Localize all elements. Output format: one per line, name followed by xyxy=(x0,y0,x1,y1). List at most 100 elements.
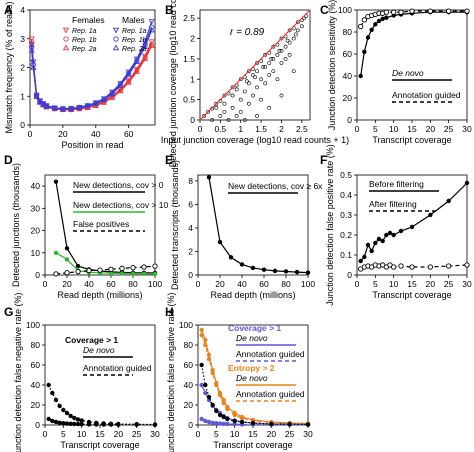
series-e-0-point xyxy=(272,268,278,274)
series-h-4-point xyxy=(305,422,311,427)
series-d-1-point xyxy=(108,271,114,276)
series-g-0-point xyxy=(64,410,70,416)
legend-entry: Rep. 2a xyxy=(122,46,147,53)
y-tick-label: 40 xyxy=(31,181,41,191)
scatter-point xyxy=(222,101,227,106)
y-axis-label: Detected junction coverage (log10 read c… xyxy=(168,0,178,167)
x-tick-label: 25 xyxy=(444,124,454,134)
x-tick-label: 40 xyxy=(84,279,94,289)
x-tick-label: 25 xyxy=(132,429,142,439)
series-c-1-point xyxy=(383,9,389,15)
series-h-4-point xyxy=(217,412,223,418)
legend-label: New detections, cov > 10 xyxy=(73,200,168,210)
series-a-point xyxy=(100,96,108,103)
series-h-4-point xyxy=(214,408,219,414)
legend-title: Coverage > 1 xyxy=(65,335,118,345)
x-axis-label: Input junction coverage (log10 read coun… xyxy=(161,135,349,145)
x-tick-label: 20 xyxy=(62,279,72,289)
y-tick-label: 2 xyxy=(20,63,25,73)
series-a-point xyxy=(92,100,99,106)
scatter-point xyxy=(291,69,296,74)
series-g-0-point xyxy=(46,382,51,388)
series-a-5-line xyxy=(31,29,153,110)
y-tick-label: 100 xyxy=(179,320,193,330)
x-tick-label: 30 xyxy=(303,429,313,439)
series-g-0-point xyxy=(50,390,55,396)
y-axis-label: Junction detection false positive rate (… xyxy=(325,144,335,306)
scatter-point xyxy=(222,93,227,98)
series-a-point xyxy=(28,46,35,53)
series-g-0-point xyxy=(53,397,59,403)
scatter-point xyxy=(263,81,268,86)
series-a-point xyxy=(51,104,58,111)
series-f-0-point xyxy=(380,238,385,244)
series-f-0-point xyxy=(369,248,374,254)
series-g-1-point xyxy=(94,422,99,427)
series-g-0-line xyxy=(48,384,156,426)
x-tick-label: 20 xyxy=(267,429,277,439)
x-axis-label: Transcript coverage xyxy=(213,440,292,450)
legend-entry: Rep. 1b xyxy=(72,37,97,44)
series-g-1-point xyxy=(53,419,59,425)
panel-letter-A: A xyxy=(4,3,13,17)
series-e-0-point xyxy=(305,270,311,275)
scatter-point xyxy=(251,73,255,78)
x-tick-label: 60 xyxy=(259,279,269,289)
series-h-4-point xyxy=(225,416,230,422)
panel-letter-F: F xyxy=(320,153,327,167)
series-a-point xyxy=(117,87,124,94)
svg-text:G: G xyxy=(4,305,13,319)
series-h-4-point xyxy=(206,394,212,400)
series-a-point xyxy=(148,19,155,25)
scatter-point xyxy=(275,52,280,57)
series-a-point xyxy=(28,36,35,43)
scatter-point xyxy=(255,69,259,74)
series-h-1-point xyxy=(225,406,230,412)
series-h-4-point xyxy=(287,422,292,427)
series-h-1-point xyxy=(203,342,208,348)
scatter-point xyxy=(255,114,259,118)
panel-letter-G: G xyxy=(4,305,13,319)
y-tick-label: 0 xyxy=(190,115,195,125)
series-d-2-point xyxy=(75,269,81,275)
x-tick-label: 100 xyxy=(301,279,315,289)
series-g-1-point xyxy=(134,422,139,427)
panel-letter-E: E xyxy=(165,153,173,167)
series-e-0-line xyxy=(208,177,309,274)
series-a-point xyxy=(117,81,124,88)
series-a-point xyxy=(84,104,91,110)
scatter-point xyxy=(295,28,300,33)
svg-text:B: B xyxy=(165,3,174,17)
series-g-1-point xyxy=(46,416,51,422)
y-tick-label: 60 xyxy=(343,49,353,59)
x-tick-label: 30 xyxy=(462,279,472,289)
x-tick-label: 15 xyxy=(95,429,105,439)
y-tick-label: 0.4 xyxy=(340,190,352,200)
legend-label: Annotation guided xyxy=(236,389,305,399)
x-tick-label: 20 xyxy=(114,429,124,439)
series-g-1-point xyxy=(152,422,158,427)
scatter-point xyxy=(246,81,251,86)
series-a-point xyxy=(29,44,35,50)
y-tick-label: 0.5 xyxy=(340,170,352,180)
x-tick-label: 80 xyxy=(128,279,138,289)
series-f-0-point xyxy=(362,254,367,260)
svg-text:A: A xyxy=(4,3,13,17)
y-tick-label: 1 xyxy=(190,74,195,84)
scatter-point xyxy=(230,93,235,98)
series-f-0-point xyxy=(464,180,470,186)
x-tick-label: 40 xyxy=(237,279,247,289)
x-tick-label: 20 xyxy=(58,129,68,139)
x-tick-label: 10 xyxy=(389,279,399,289)
legend-label: Annotation guided xyxy=(392,90,461,100)
series-f-0-point xyxy=(384,232,389,238)
scatter-point xyxy=(246,101,251,106)
x-tick-label: 25 xyxy=(444,279,454,289)
series-g-0-point xyxy=(61,407,66,413)
series-a-2-line xyxy=(31,44,153,111)
series-g-1-point xyxy=(61,421,66,426)
scatter-point xyxy=(271,69,276,74)
x-tick-label: 10 xyxy=(77,429,87,439)
legend-label: De novo xyxy=(392,68,424,78)
series-d-2-line xyxy=(55,265,156,275)
